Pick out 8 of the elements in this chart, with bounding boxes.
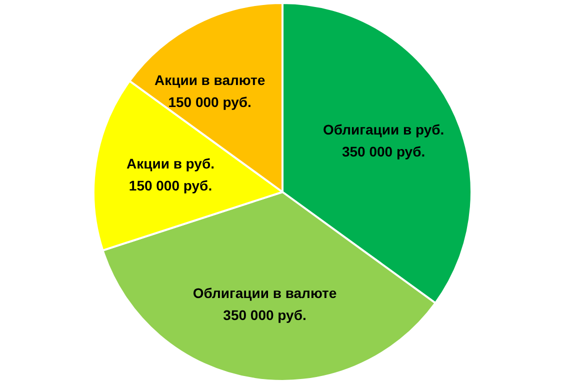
data-label: 150 000 руб. <box>168 94 252 110</box>
slice-label: Облигации в валюте <box>192 285 337 302</box>
slice-label: Акции в валюте <box>154 72 266 88</box>
slice-label: Облигации в руб. <box>322 122 444 138</box>
slice-label: Акции в руб. <box>126 155 215 172</box>
data-label: 350 000 руб. <box>223 307 306 324</box>
data-label: 150 000 руб. <box>128 177 212 194</box>
data-label: 350 000 руб. <box>342 144 426 160</box>
